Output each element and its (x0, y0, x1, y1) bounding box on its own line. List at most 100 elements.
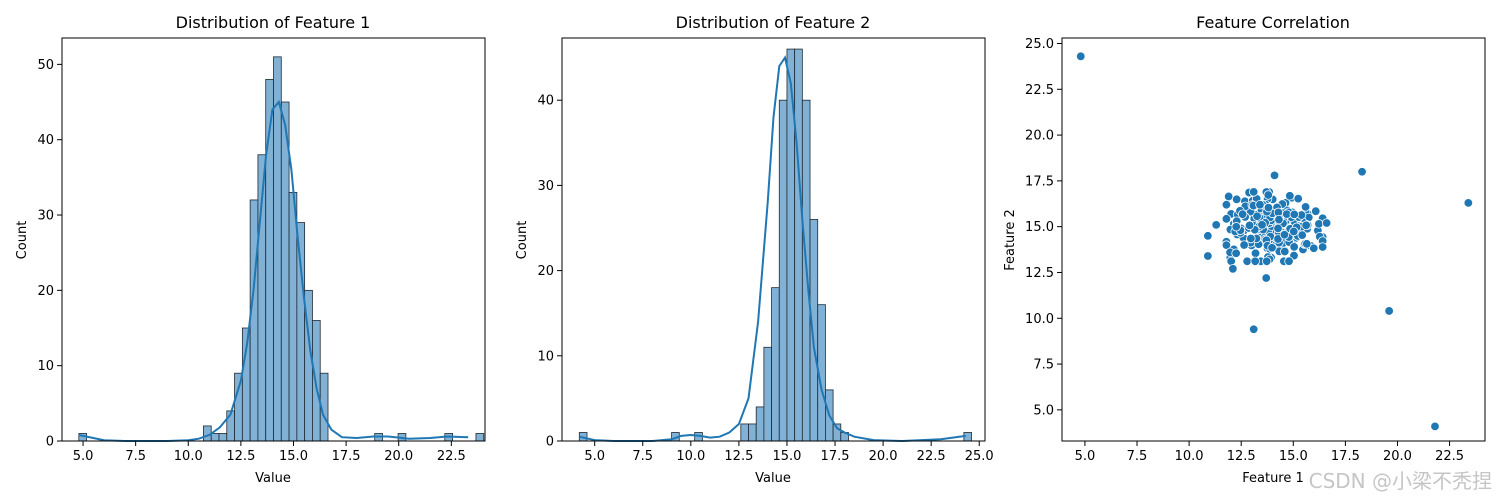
y-tick-label: 25.0 (1025, 37, 1054, 52)
y-ticks: 0 10 20 30 40 (537, 94, 562, 450)
y-axis-label: Count (15, 221, 30, 260)
x-ticks: 5.0 7.5 10.0 12.5 15.0 17.5 20.0 22.5 (1075, 441, 1464, 464)
scatter-point (1297, 230, 1307, 240)
histogram-bar (763, 346, 772, 442)
histogram-bar (210, 433, 220, 442)
scatter-point (1237, 209, 1248, 219)
x-tick-label: 5.0 (584, 449, 605, 464)
scatter-point (1269, 170, 1280, 181)
scatter-point (1250, 248, 1261, 258)
x-tick-label: 15.0 (279, 449, 308, 464)
scatter-point (1311, 206, 1321, 216)
x-tick-label: 10.0 (676, 449, 705, 464)
scatter-point (1309, 243, 1319, 253)
scatter-point (1221, 214, 1232, 224)
chart-title: Distribution of Feature 2 (676, 13, 871, 32)
y-tick-label: 15.0 (1025, 220, 1054, 235)
scatter-point (1211, 220, 1221, 230)
x-tick-label: 7.5 (632, 449, 653, 464)
axes-frame (561, 37, 986, 442)
scatter-point (1263, 190, 1273, 200)
scatter-point (1221, 240, 1232, 250)
histogram-bar (794, 48, 803, 442)
y-tick-label: 30 (537, 179, 554, 194)
scatter-point (1289, 209, 1299, 220)
histogram-bar (280, 101, 290, 442)
y-tick-label: 10 (537, 349, 554, 364)
scatter-point (1221, 200, 1232, 210)
scatter-point (1284, 256, 1294, 266)
scatter-point (1384, 306, 1394, 316)
axes-frame (1061, 37, 1486, 442)
y-axis-label: Count (515, 221, 530, 260)
y-tick-label: 40 (37, 133, 54, 148)
x-tick-label: 12.5 (724, 449, 753, 464)
scatter-point (1250, 256, 1260, 266)
scatter-point (1280, 246, 1290, 257)
y-tick-label: 30 (37, 209, 54, 224)
scatter-point (1244, 220, 1255, 231)
y-tick-label: 7.5 (1033, 358, 1054, 373)
x-ticks: 5.0 7.5 10.0 12.5 15.0 17.5 20.0 22.5 25.0 (584, 441, 994, 464)
scatter-point (1302, 239, 1312, 249)
histogram-feature-2: Distribution of Feature 2 5.0 7.5 10.0 12.5… (515, 13, 994, 486)
x-tick-label: 22.5 (917, 449, 946, 464)
histogram-bar (740, 423, 749, 442)
x-tick-label: 12.5 (226, 449, 255, 464)
x-tick-label: 20.0 (869, 449, 898, 464)
y-tick-label: 40 (537, 94, 554, 109)
x-tick-label: 15.0 (1279, 449, 1308, 464)
histogram-bar (218, 433, 228, 442)
histogram-bar (475, 433, 485, 442)
scatter-point (1203, 231, 1213, 241)
x-tick-label: 10.0 (1175, 449, 1204, 464)
x-tick-label: 22.5 (1435, 449, 1464, 464)
histogram-bar (778, 99, 788, 442)
scatter-points (1076, 51, 1474, 432)
scatter-point (1076, 51, 1086, 62)
histogram-bar (755, 406, 765, 442)
x-tick-label: 17.5 (332, 449, 361, 464)
scatter-point (1228, 264, 1238, 274)
scatter-point (1252, 211, 1262, 221)
histogram-feature-1: Distribution of Feature 1 5.0 7.5 10.0 12.5… (15, 13, 486, 486)
scatter-point (1289, 226, 1299, 237)
x-tick-label: 20.0 (384, 449, 413, 464)
x-tick-label: 7.5 (1127, 449, 1148, 464)
y-tick-label: 10 (37, 359, 54, 374)
y-tick-label: 22.5 (1025, 83, 1054, 98)
y-tick-label: 20.0 (1025, 129, 1054, 144)
kde-line (579, 55, 966, 443)
x-tick-label: 5.0 (1075, 449, 1096, 464)
y-tick-label: 5.0 (1033, 403, 1054, 418)
scatter-point (1261, 273, 1271, 283)
histogram-bar (296, 222, 306, 442)
x-tick-label: 5.0 (73, 449, 94, 464)
y-tick-label: 0 (46, 435, 54, 450)
y-tick-label: 10.0 (1025, 312, 1054, 327)
histogram-bar (809, 219, 819, 442)
scatter-point (1231, 222, 1241, 232)
y-tick-label: 20 (37, 284, 54, 299)
scatter-point (1357, 167, 1367, 177)
scatter-point (1246, 233, 1256, 244)
x-tick-label: 7.5 (125, 449, 146, 464)
scatter-point (1274, 214, 1284, 225)
scatter-point (1300, 202, 1311, 212)
scatter-point (1231, 194, 1242, 205)
histogram-bar (748, 423, 757, 442)
chart-title: Distribution of Feature 1 (176, 13, 371, 32)
y-axis-label: Feature 2 (1003, 209, 1018, 271)
histogram-bar (288, 192, 298, 442)
scatter-point (1293, 193, 1303, 204)
x-tick-label: 17.5 (821, 449, 850, 464)
y-tick-label: 50 (37, 58, 54, 73)
scatter-point (1257, 220, 1267, 230)
scatter-point (1249, 324, 1259, 334)
x-tick-label: 10.0 (174, 449, 203, 464)
axes-frame (61, 37, 486, 442)
watermark: CSDN @小梁不秃捏 (1308, 469, 1492, 493)
scatter-point (1317, 242, 1328, 252)
scatter-point (1279, 230, 1290, 240)
scatter-point (1285, 191, 1295, 201)
